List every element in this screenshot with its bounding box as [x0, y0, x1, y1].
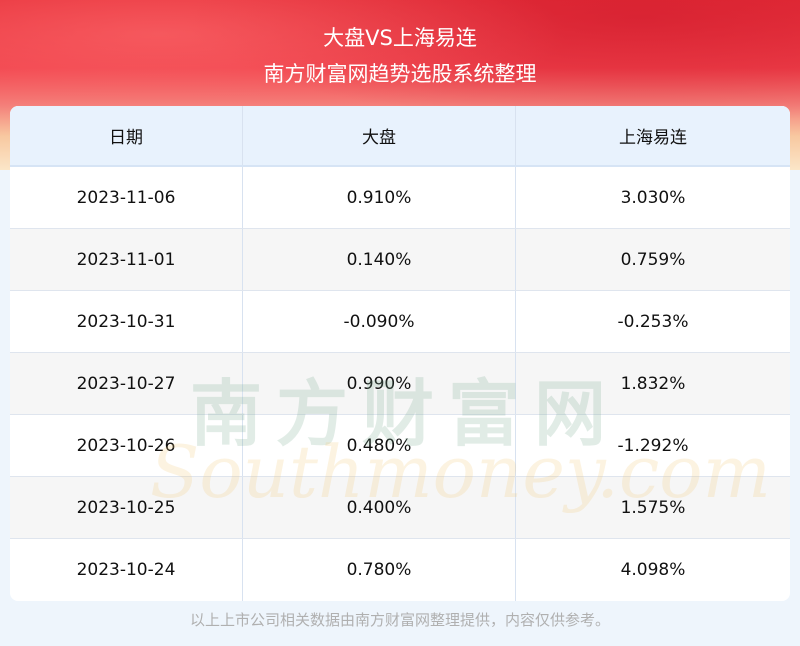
table-row: 2023-10-31 -0.090% -0.253%	[10, 291, 790, 353]
column-header-market: 大盘	[243, 106, 516, 165]
cell-stock-change: -1.292%	[617, 435, 689, 456]
table-row: 2023-11-01 0.140% 0.759%	[10, 229, 790, 291]
page-title: 大盘VS上海易连	[323, 26, 477, 50]
cell-stock-change: 3.030%	[620, 187, 686, 208]
cell-market-change: 0.780%	[243, 539, 516, 601]
cell-date: 2023-10-27	[10, 353, 243, 414]
footer-disclaimer: 以上上市公司相关数据由南方财富网整理提供，内容仅供参考。	[189, 611, 610, 629]
table-row: 2023-10-27 0.990% 1.832%	[10, 353, 790, 415]
page-subtitle: 南方财富网趋势选股系统整理	[263, 62, 537, 86]
cell-stock-change: 0.759%	[620, 249, 686, 270]
table-row: 2023-10-24 0.780% 4.098%	[10, 539, 790, 601]
cell-date: 2023-10-26	[10, 415, 243, 476]
cell-stock-change: -0.253%	[617, 311, 689, 332]
table-row: 2023-10-26 0.480% -1.292%	[10, 415, 790, 477]
cell-market-change: 0.140%	[243, 229, 516, 290]
cell-stock-change: 1.575%	[620, 497, 686, 518]
column-header-stock: 上海易连	[619, 128, 687, 148]
cell-date: 2023-10-25	[10, 477, 243, 538]
cell-market-change: 0.990%	[243, 353, 516, 414]
cell-market-change: -0.090%	[243, 291, 516, 352]
table-header-row: 日期 大盘 上海易连	[10, 106, 790, 167]
table-row: 2023-11-06 0.910% 3.030%	[10, 167, 790, 229]
column-header-date: 日期	[10, 106, 243, 165]
cell-date: 2023-11-01	[10, 229, 243, 290]
cell-market-change: 0.480%	[243, 415, 516, 476]
cell-stock-change: 1.832%	[620, 373, 686, 394]
table-row: 2023-10-25 0.400% 1.575%	[10, 477, 790, 539]
cell-market-change: 0.910%	[243, 167, 516, 228]
cell-stock-change: 4.098%	[620, 560, 686, 580]
cell-market-change: 0.400%	[243, 477, 516, 538]
cell-date: 2023-10-24	[10, 539, 243, 601]
cell-date: 2023-11-06	[10, 167, 243, 228]
cell-date: 2023-10-31	[10, 291, 243, 352]
comparison-table: 日期 大盘 上海易连 2023-11-06 0.910% 3.030% 2023-11…	[10, 106, 790, 601]
